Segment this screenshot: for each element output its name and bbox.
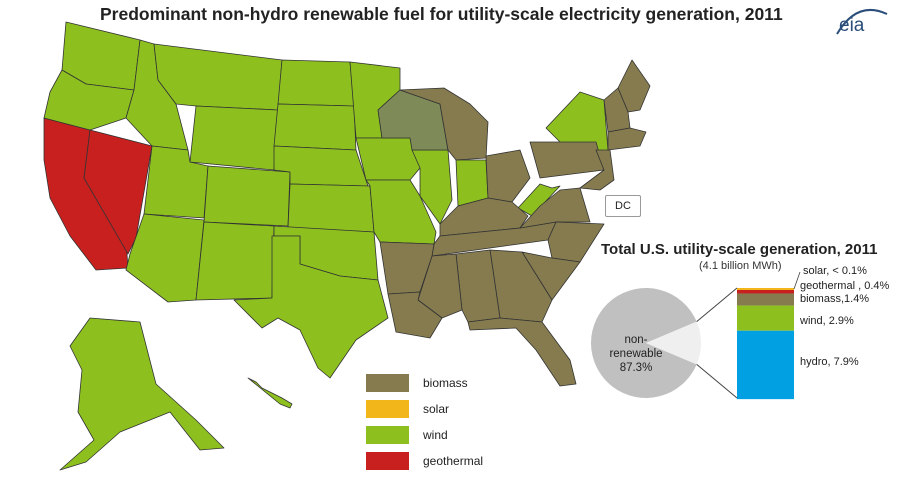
state-west-virginia (517, 183, 561, 217)
legend-item-wind: wind (366, 426, 483, 444)
bar-segment (737, 305, 794, 331)
state-mississippi (417, 253, 463, 319)
non-renewable-line1: non- (624, 334, 648, 346)
state-louisiana (387, 291, 443, 339)
legend-swatch (366, 400, 409, 418)
bar-label: biomass,1.4% (800, 293, 870, 305)
legend-label: wind (423, 428, 448, 442)
pie-title: Total U.S. utility-scale generation, 201… (601, 241, 878, 258)
state-massachusetts-ct-ri (607, 127, 647, 151)
state-arizona (125, 213, 205, 303)
pie-subtitle: (4.1 billion MWh) (699, 260, 782, 272)
pie-slice-non-renewable (591, 288, 697, 399)
eia-logo-icon (836, 9, 888, 35)
bar-segment (737, 293, 794, 306)
legend-swatch (366, 374, 409, 392)
legend-swatch (366, 452, 409, 470)
state-new-jersey-md-de (579, 149, 615, 191)
bar-label: geothermal , 0.4% (800, 280, 890, 292)
bar-segment (737, 290, 794, 294)
legend-label: solar (423, 402, 450, 416)
legend-swatch (366, 426, 409, 444)
non-renewable-value: 87.3% (619, 362, 653, 374)
state-arkansas (379, 241, 435, 295)
legend-label: biomass (423, 376, 468, 390)
map-legend: biomass solar wind geothermal (366, 374, 483, 478)
eia-logo: eia (839, 15, 865, 36)
legend-label: geothermal (423, 454, 484, 468)
state-north-carolina (547, 221, 605, 263)
legend-item-geothermal: geothermal (366, 452, 483, 470)
state-nevada (83, 129, 153, 255)
state-oregon (43, 69, 135, 131)
page-title: Predominant non-hydro renewable fuel for… (100, 4, 783, 24)
legend-item-biomass: biomass (366, 374, 483, 392)
bar-segment (737, 330, 794, 400)
bar-segment (737, 288, 794, 290)
connector-line (696, 287, 738, 323)
state-texas (233, 235, 389, 379)
non-renewable-line2: renewable (609, 348, 663, 360)
solar-leader-line (793, 271, 801, 290)
dc-label-box: DC (605, 195, 641, 217)
pie-slice-renewable (646, 321, 702, 365)
state-florida (467, 317, 577, 387)
bar-label: hydro, 7.9% (800, 356, 859, 368)
state-alaska (59, 317, 225, 471)
connector-line (696, 363, 738, 399)
state-hawaii (247, 377, 293, 409)
non-renewable-label: non- renewable 87.3% (606, 333, 666, 375)
state-vermont-nh (603, 87, 631, 133)
bar-label: wind, 2.9% (800, 315, 854, 327)
state-ohio (485, 149, 531, 203)
legend-item-solar: solar (366, 400, 483, 418)
bar-label: solar, < 0.1% (803, 265, 867, 277)
